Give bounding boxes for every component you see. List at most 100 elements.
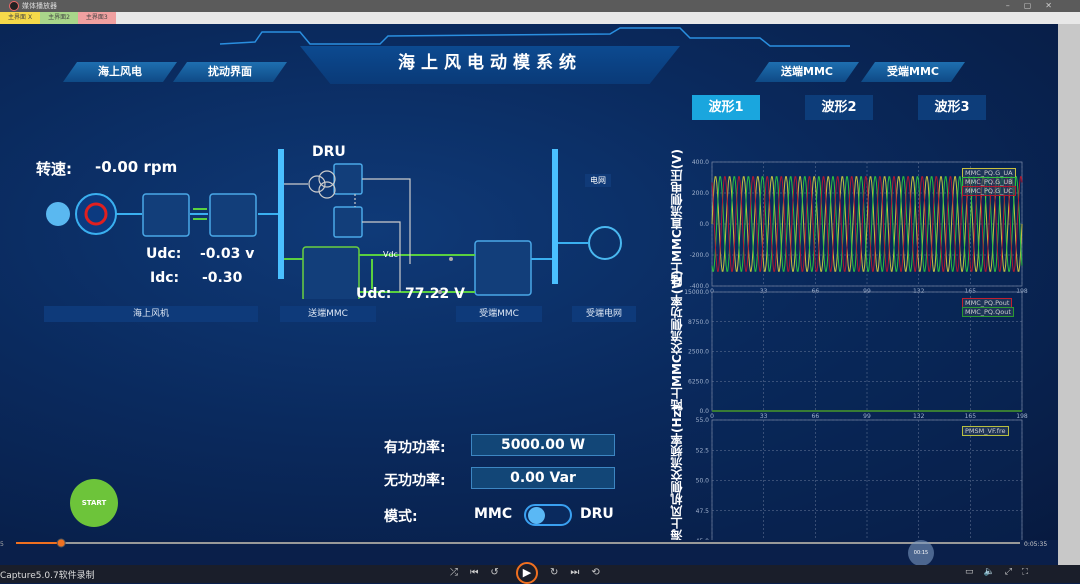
taskbar-label: Capture5.0.7软件录制 bbox=[0, 571, 95, 581]
tab-close-icon[interactable]: X bbox=[27, 14, 33, 21]
mode-dru-label: DRU bbox=[580, 506, 614, 522]
nav-receiving-mmc[interactable]: 受端MMC bbox=[860, 62, 966, 82]
speed-value: -0.00 rpm bbox=[95, 158, 178, 176]
series-line-MMC-PQ-G-UB bbox=[711, 176, 1023, 272]
y-tick-label: -200.0 bbox=[690, 252, 710, 259]
window-controls[interactable]: –▢✕ bbox=[1005, 1, 1066, 10]
x-tick-label: 0 bbox=[710, 288, 714, 295]
udc2-value: 77.22 V bbox=[405, 286, 465, 302]
dru-label: DRU bbox=[312, 144, 346, 160]
y-tick-label: 8750.0 bbox=[688, 319, 709, 326]
y-tick-label: 2500.0 bbox=[688, 349, 709, 356]
legend-entry: MMC_PQ.G_UC bbox=[962, 186, 1016, 196]
tab-waveform-2[interactable]: 波形2 bbox=[805, 95, 873, 120]
diode-rectifier-1-icon bbox=[333, 163, 363, 195]
nav-label: 海上风电 bbox=[98, 65, 142, 78]
player-seek-bar[interactable]: 5 0:05:35 bbox=[0, 537, 1058, 551]
x-tick-label: 165 bbox=[965, 288, 977, 295]
udc1-label: Udc: bbox=[146, 246, 182, 262]
tab-bar-empty bbox=[115, 12, 1080, 24]
onshore-bus-bar bbox=[552, 149, 558, 284]
y-axis-label: 海上风机侧交流频率(Hz) bbox=[670, 405, 684, 540]
active-power-label: 有功功率: bbox=[384, 440, 446, 456]
idc-label: Idc: bbox=[150, 270, 180, 286]
ac-grid-icon bbox=[588, 226, 622, 260]
window-border bbox=[1058, 24, 1080, 565]
player-controls-left[interactable]: ⤮⏮↺ bbox=[450, 567, 511, 578]
y-tick-label: 47.5 bbox=[696, 508, 710, 515]
player-logo-icon bbox=[9, 1, 19, 11]
x-tick-label: 198 bbox=[1016, 288, 1028, 295]
generator-rotor-icon bbox=[84, 202, 108, 226]
tab-main-label: 主界面 bbox=[8, 14, 27, 21]
y-tick-label: 0.0 bbox=[699, 221, 709, 228]
active-power-field[interactable]: 5000.00 W bbox=[471, 434, 615, 456]
section-receiving-grid: 受端电网 bbox=[572, 306, 636, 322]
mode-toggle[interactable] bbox=[524, 504, 572, 526]
offshore-bus-bar bbox=[278, 149, 284, 279]
speed-label: 转速: bbox=[36, 160, 72, 178]
generator-icon bbox=[75, 193, 117, 235]
play-button[interactable]: ▶ bbox=[516, 562, 538, 584]
tab-main3[interactable]: 主界面3 bbox=[77, 12, 116, 24]
nav-sending-mmc[interactable]: 送端MMC bbox=[754, 62, 860, 82]
tab-main[interactable]: 主界面 X bbox=[0, 12, 41, 24]
window-title: 媒体播放器 bbox=[22, 2, 57, 10]
legend-entry: MMC_PQ.Qout bbox=[962, 307, 1014, 317]
toggle-knob bbox=[528, 507, 545, 524]
receiving-mmc-icon bbox=[474, 240, 532, 296]
x-tick-label: 0 bbox=[710, 413, 714, 420]
elapsed-time: 5 bbox=[0, 541, 4, 548]
tab-bar: 主界面 X 主界面2 主界面3 bbox=[0, 12, 1080, 24]
nav-label: 扰动界面 bbox=[208, 65, 252, 78]
y-tick-label: 55.0 bbox=[696, 417, 710, 424]
reactive-power-field[interactable]: 0.00 Var bbox=[471, 467, 615, 489]
idc-value: -0.30 bbox=[202, 270, 243, 286]
series-line-MMC-PQ-G-UC bbox=[711, 176, 1023, 272]
tab-waveform-1[interactable]: 波形1 bbox=[692, 95, 760, 120]
mmc-dc-lines bbox=[193, 208, 475, 293]
x-tick-label: 132 bbox=[913, 288, 925, 295]
seek-handle[interactable] bbox=[56, 538, 66, 548]
reactive-power-label: 无功功率: bbox=[384, 473, 446, 489]
player-controls-right[interactable]: ↻⏭⟲ bbox=[550, 567, 612, 578]
section-offshore-turbine: 海上风机 bbox=[44, 306, 258, 322]
nav-label: 受端MMC bbox=[887, 65, 939, 78]
x-tick-label: 165 bbox=[965, 413, 977, 420]
page-title: 海上风电动模系统 bbox=[300, 46, 680, 84]
x-tick-label: 132 bbox=[913, 413, 925, 420]
window-mode-buttons[interactable]: ▭🔈⤢⛶ bbox=[965, 567, 1039, 577]
x-tick-label: 33 bbox=[760, 288, 768, 295]
section-sending-mmc: 送端MMC bbox=[280, 306, 376, 322]
junction-dot bbox=[438, 290, 442, 294]
hover-time-bubble: 00:15 bbox=[908, 540, 934, 566]
x-tick-label: 99 bbox=[863, 413, 871, 420]
y-tick-label: 45.0 bbox=[696, 538, 710, 540]
udc2-label: Udc: bbox=[356, 286, 392, 302]
tab-waveform-3[interactable]: 波形3 bbox=[918, 95, 986, 120]
nav-offshore-wind[interactable]: 海上风电 bbox=[62, 62, 178, 82]
window-titlebar: 媒体播放器 –▢✕ bbox=[0, 0, 1080, 12]
x-tick-label: 99 bbox=[863, 288, 871, 295]
x-tick-label: 198 bbox=[1016, 413, 1028, 420]
mode-mmc-label: MMC bbox=[474, 506, 513, 522]
y-tick-label: 6250.0 bbox=[688, 378, 709, 385]
nav-disturbance[interactable]: 扰动界面 bbox=[172, 62, 288, 82]
tab-main2[interactable]: 主界面2 bbox=[40, 12, 78, 24]
app-area: 海上风电 扰动界面 海上风电动模系统 送端MMC 受端MMC 波形1 波形2 波… bbox=[0, 24, 1058, 540]
legend-entry: PMSM_VF.fre bbox=[962, 426, 1009, 436]
y-tick-label: 0.0 bbox=[699, 408, 709, 415]
mode-label: 模式: bbox=[384, 509, 418, 525]
converter-1-icon bbox=[142, 193, 190, 237]
sending-mmc-icon bbox=[302, 246, 360, 299]
x-tick-label: 33 bbox=[760, 413, 768, 420]
start-button[interactable]: START bbox=[70, 479, 118, 527]
header-decoration bbox=[219, 27, 850, 47]
y-axis-label: 陆上MMC直流侧电压(V) bbox=[670, 149, 684, 286]
diode-rectifier-2-icon bbox=[333, 206, 363, 238]
wind-turbine-fan-icon bbox=[46, 202, 70, 226]
vdc-label: Vdc bbox=[383, 250, 398, 259]
converter-2-icon bbox=[209, 193, 257, 237]
x-tick-label: 66 bbox=[812, 413, 820, 420]
